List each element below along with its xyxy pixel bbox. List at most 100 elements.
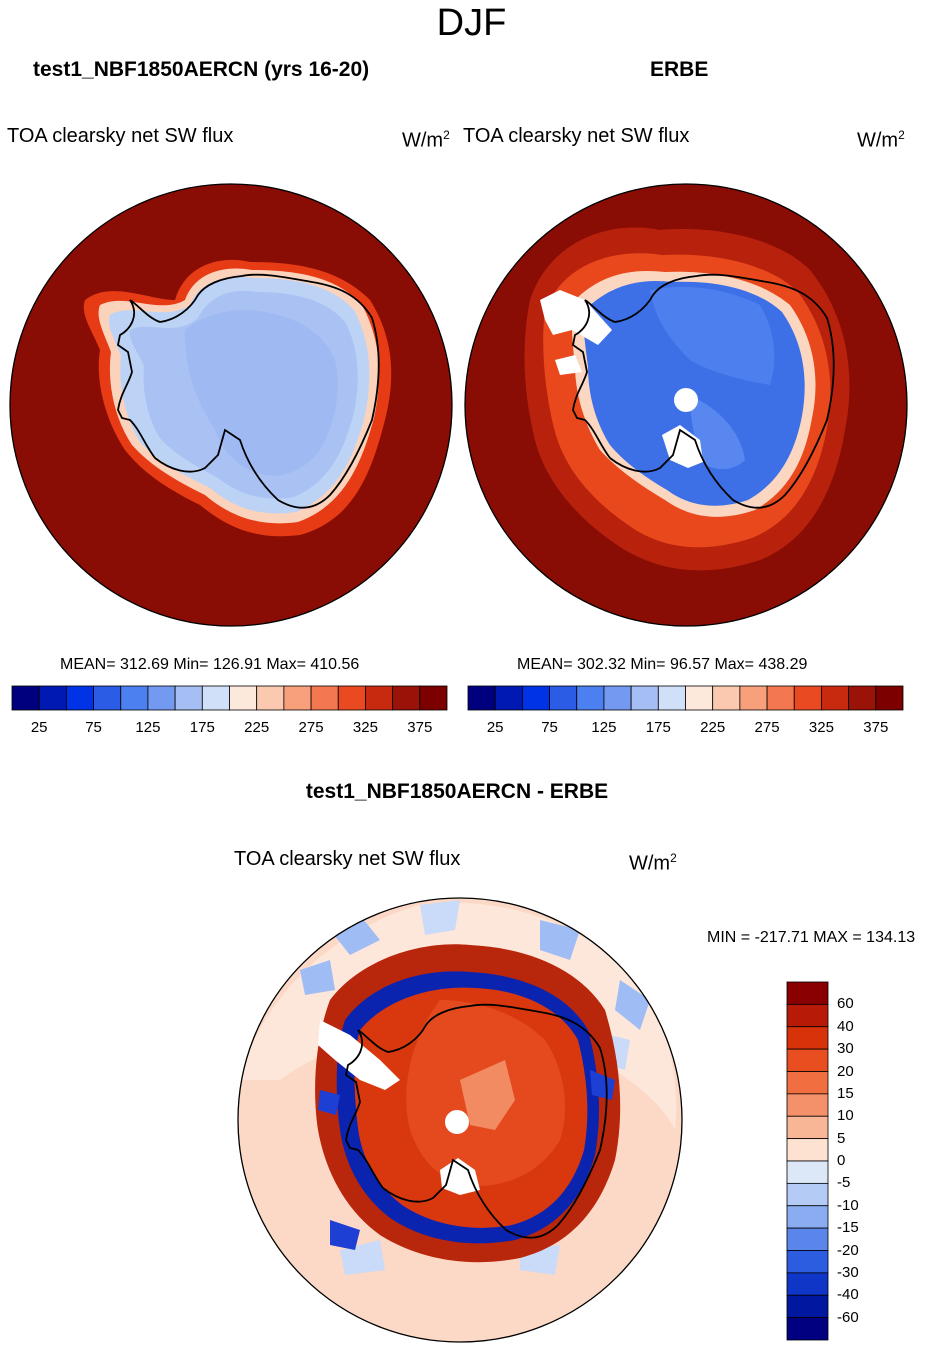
panel1-map-border	[9, 183, 453, 627]
panel2-units: W/m2	[857, 128, 905, 152]
colorbar-tick-label: -10	[837, 1196, 859, 1214]
colorbar-tick-label: 15	[837, 1084, 854, 1102]
colorbar-tick-label: 10	[837, 1107, 854, 1125]
colorbar-tick-label: 60	[837, 995, 854, 1013]
colorbar-tick-label: 125	[591, 719, 617, 736]
colorbar-box	[283, 685, 312, 711]
colorbar-tick-label: 225	[700, 719, 726, 736]
figure-title: DJF	[436, 2, 507, 44]
colorbar-box	[549, 685, 578, 711]
colorbar-tick-label: -60	[837, 1308, 859, 1326]
colorbar-tick-label: 20	[837, 1062, 854, 1080]
colorbar-box	[786, 1182, 829, 1207]
colorbar-box	[93, 685, 122, 711]
colorbar-box	[392, 685, 421, 711]
panel1-map	[10, 184, 452, 626]
colorbar-box	[786, 1071, 829, 1095]
colorbar-tick-label: 175	[645, 719, 671, 736]
colorbar-box	[786, 1205, 829, 1229]
colorbar-box	[786, 1294, 829, 1319]
colorbar-box	[229, 685, 258, 711]
panel2-map	[465, 184, 907, 626]
colorbar-tick-label: 325	[808, 719, 834, 736]
colorbar-box	[337, 685, 366, 711]
colorbar-box	[793, 685, 822, 711]
colorbar-box	[786, 1003, 829, 1028]
colorbar-box	[365, 685, 394, 711]
colorbar-tick-label: 25	[30, 719, 48, 736]
colorbar-box	[603, 685, 632, 711]
colorbar-tick-label: -30	[837, 1263, 859, 1281]
panel2-title: ERBE	[650, 58, 709, 81]
colorbar-box	[657, 685, 686, 711]
colorbar-box	[310, 685, 339, 711]
colorbar-tick-label: 0	[837, 1152, 846, 1169]
colorbar-box	[419, 685, 448, 711]
panel2-stats: MEAN= 302.32 Min= 96.57 Max= 438.29	[517, 656, 808, 673]
colorbar-box	[786, 1272, 829, 1296]
colorbar-tick-label: 75	[541, 719, 558, 736]
panel2-colorbar	[467, 685, 904, 711]
colorbar-box	[786, 1048, 829, 1072]
colorbar-box	[875, 685, 904, 711]
colorbar-box	[786, 1160, 829, 1184]
colorbar-box	[201, 685, 230, 711]
colorbar-tick-label: 225	[244, 719, 270, 736]
colorbar-tick-label: 275	[298, 719, 324, 736]
colorbar-tick-label: 40	[837, 1017, 854, 1035]
colorbar-tick-label: 375	[407, 719, 433, 736]
diff-minmax: MIN = -217.71 MAX = 134.13	[707, 929, 916, 946]
colorbar-tick-label: 75	[85, 719, 102, 736]
colorbar-box	[147, 685, 176, 711]
diff-variable: TOA clearsky net SW flux	[234, 848, 461, 870]
diff-map-border	[237, 897, 683, 1343]
colorbar-box	[848, 685, 877, 711]
colorbar-box	[38, 685, 67, 711]
colorbar-tick-label: 30	[837, 1040, 854, 1058]
colorbar-box	[256, 685, 285, 711]
colorbar-tick-label: 125	[135, 719, 161, 736]
colorbar-box	[739, 685, 768, 711]
colorbar-box	[821, 685, 850, 711]
colorbar-tick-label: 275	[754, 719, 780, 736]
colorbar-tick-label: 175	[189, 719, 215, 736]
panel2-map-border	[464, 183, 908, 627]
colorbar-tick-label: 375	[863, 719, 889, 736]
colorbar-box	[11, 685, 40, 711]
panel1-units: W/m2	[402, 128, 450, 152]
colorbar-box	[65, 685, 94, 711]
colorbar-box	[786, 1227, 829, 1251]
colorbar-box	[174, 685, 203, 711]
colorbar-box	[786, 1317, 829, 1341]
colorbar-box	[786, 1138, 829, 1162]
panel2-variable: TOA clearsky net SW flux	[463, 125, 690, 147]
diff-units: W/m2	[629, 851, 677, 875]
diff-colorbar	[786, 981, 829, 1341]
colorbar-box	[786, 1093, 829, 1117]
colorbar-tick-label: 25	[486, 719, 504, 736]
colorbar-box	[712, 685, 741, 711]
colorbar-box	[786, 981, 829, 1005]
panel1-title: test1_NBF1850AERCN (yrs 16-20)	[33, 58, 370, 81]
colorbar-box	[766, 685, 795, 711]
colorbar-box	[786, 1026, 829, 1050]
diff-panel-title: test1_NBF1850AERCN - ERBE	[305, 780, 609, 803]
colorbar-box	[120, 685, 149, 711]
colorbar-box	[576, 685, 605, 711]
panel1-stats: MEAN= 312.69 Min= 126.91 Max= 410.56	[60, 656, 360, 673]
colorbar-tick-label: -5	[837, 1174, 851, 1192]
colorbar-box	[786, 1115, 829, 1140]
panel1-variable: TOA clearsky net SW flux	[7, 125, 234, 147]
colorbar-box	[685, 685, 714, 711]
colorbar-box	[786, 1250, 829, 1274]
panel1-colorbar	[11, 685, 448, 711]
diff-map	[238, 898, 682, 1342]
colorbar-box	[494, 685, 523, 711]
colorbar-tick-label: -20	[837, 1241, 859, 1259]
colorbar-box	[630, 685, 659, 711]
colorbar-box	[521, 685, 550, 711]
colorbar-tick-label: 5	[837, 1129, 846, 1147]
colorbar-box	[467, 685, 496, 711]
colorbar-tick-label: -15	[837, 1219, 859, 1237]
